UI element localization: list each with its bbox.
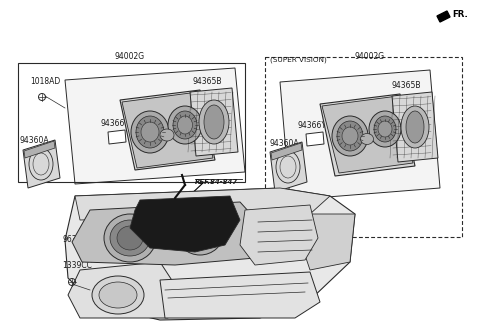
Polygon shape xyxy=(270,142,307,192)
Polygon shape xyxy=(120,90,215,170)
Text: 94002G: 94002G xyxy=(355,52,385,61)
Ellipse shape xyxy=(157,235,173,249)
Polygon shape xyxy=(280,70,440,200)
Polygon shape xyxy=(160,272,320,318)
Polygon shape xyxy=(306,132,324,146)
Text: 94366Y: 94366Y xyxy=(100,119,129,128)
Ellipse shape xyxy=(342,127,358,145)
Ellipse shape xyxy=(92,276,144,314)
Text: 94002G: 94002G xyxy=(115,52,145,61)
Polygon shape xyxy=(75,188,330,220)
Ellipse shape xyxy=(189,224,211,244)
Text: 94360A: 94360A xyxy=(269,139,299,148)
Ellipse shape xyxy=(332,116,368,156)
Ellipse shape xyxy=(131,111,169,153)
Ellipse shape xyxy=(406,111,424,143)
Ellipse shape xyxy=(374,116,396,142)
Polygon shape xyxy=(68,262,175,318)
Text: 1018AD: 1018AD xyxy=(30,77,60,86)
Polygon shape xyxy=(437,11,450,22)
Polygon shape xyxy=(240,205,318,265)
Polygon shape xyxy=(108,130,126,144)
Text: REF.84-847: REF.84-847 xyxy=(195,179,238,185)
Ellipse shape xyxy=(168,106,202,144)
Ellipse shape xyxy=(178,116,192,134)
Bar xyxy=(18,63,245,182)
Polygon shape xyxy=(322,96,413,173)
Polygon shape xyxy=(65,188,355,320)
Polygon shape xyxy=(271,143,302,160)
Polygon shape xyxy=(300,214,355,270)
Text: 96360M: 96360M xyxy=(62,235,93,244)
Polygon shape xyxy=(392,92,438,162)
Text: 94365B: 94365B xyxy=(192,77,221,86)
Ellipse shape xyxy=(136,116,164,148)
Polygon shape xyxy=(65,68,245,184)
Ellipse shape xyxy=(199,100,229,144)
Ellipse shape xyxy=(141,122,159,142)
Text: 94365B: 94365B xyxy=(392,81,421,90)
Bar xyxy=(265,57,462,237)
Text: FR.: FR. xyxy=(452,10,468,19)
Polygon shape xyxy=(130,196,240,252)
Ellipse shape xyxy=(117,226,143,250)
Ellipse shape xyxy=(378,121,392,137)
Ellipse shape xyxy=(360,133,373,144)
Polygon shape xyxy=(320,94,415,176)
Polygon shape xyxy=(72,202,260,265)
Ellipse shape xyxy=(104,214,156,262)
Ellipse shape xyxy=(99,282,137,308)
Polygon shape xyxy=(190,88,238,156)
Ellipse shape xyxy=(401,106,429,148)
Ellipse shape xyxy=(177,213,223,255)
Text: 94360A: 94360A xyxy=(19,136,48,145)
Ellipse shape xyxy=(110,220,150,256)
Polygon shape xyxy=(24,141,55,158)
Text: 94366Y: 94366Y xyxy=(298,121,327,130)
Ellipse shape xyxy=(160,129,174,141)
Ellipse shape xyxy=(183,219,217,249)
Ellipse shape xyxy=(173,111,197,139)
Text: (SUPER VISION): (SUPER VISION) xyxy=(270,56,327,63)
Ellipse shape xyxy=(204,105,224,139)
Polygon shape xyxy=(122,92,213,168)
Ellipse shape xyxy=(337,121,363,151)
Text: 1339CC: 1339CC xyxy=(62,261,92,270)
Ellipse shape xyxy=(369,111,401,147)
Polygon shape xyxy=(23,140,60,188)
